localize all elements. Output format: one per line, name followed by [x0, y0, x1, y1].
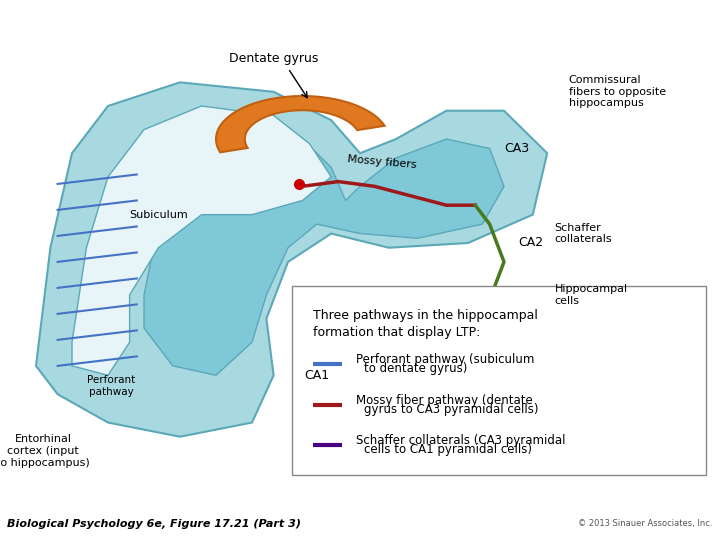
Text: Mossy fiber pathway (dentate: Mossy fiber pathway (dentate: [356, 394, 533, 407]
Text: © 2013 Sinauer Associates, Inc.: © 2013 Sinauer Associates, Inc.: [578, 519, 713, 528]
Text: Entorhinal
cortex (input
to hippocampus): Entorhinal cortex (input to hippocampus): [0, 434, 90, 468]
Text: Figure 17.21  Long-Term Potentiation Occurs in the Hippocampus (Part 3): Figure 17.21 Long-Term Potentiation Occu…: [7, 10, 565, 25]
Polygon shape: [36, 82, 547, 437]
Text: CA1: CA1: [305, 369, 329, 382]
Text: Commissural
fibers to opposite
hippocampus: Commissural fibers to opposite hippocamp…: [569, 75, 666, 109]
Text: to dentate gyrus): to dentate gyrus): [364, 362, 467, 375]
Polygon shape: [144, 139, 504, 375]
Text: cells to CA1 pyramidal cells): cells to CA1 pyramidal cells): [364, 443, 531, 456]
Text: Perforant pathway (subiculum: Perforant pathway (subiculum: [356, 353, 535, 366]
Text: Biological Psychology 6e, Figure 17.21 (Part 3): Biological Psychology 6e, Figure 17.21 (…: [7, 519, 301, 529]
Text: Mossy fibers: Mossy fibers: [346, 154, 417, 170]
Polygon shape: [216, 96, 384, 152]
Text: CA3: CA3: [504, 142, 529, 155]
Text: Schaffer
collaterals: Schaffer collaterals: [554, 222, 612, 244]
Text: Hippocampal
cells: Hippocampal cells: [554, 284, 628, 306]
Polygon shape: [72, 106, 331, 375]
Text: Perforant
pathway: Perforant pathway: [87, 375, 136, 397]
Text: Dentate gyrus: Dentate gyrus: [229, 52, 318, 65]
Text: CA2: CA2: [518, 237, 544, 249]
Text: gyrus to CA3 pyramidal cells): gyrus to CA3 pyramidal cells): [364, 403, 538, 416]
Text: Schaffer collaterals (CA3 pyramidal: Schaffer collaterals (CA3 pyramidal: [356, 434, 566, 447]
Text: Subiculum: Subiculum: [129, 210, 188, 220]
Text: Three pathways in the hippocampal
formation that display LTP:: Three pathways in the hippocampal format…: [313, 309, 538, 339]
FancyBboxPatch shape: [292, 286, 706, 475]
